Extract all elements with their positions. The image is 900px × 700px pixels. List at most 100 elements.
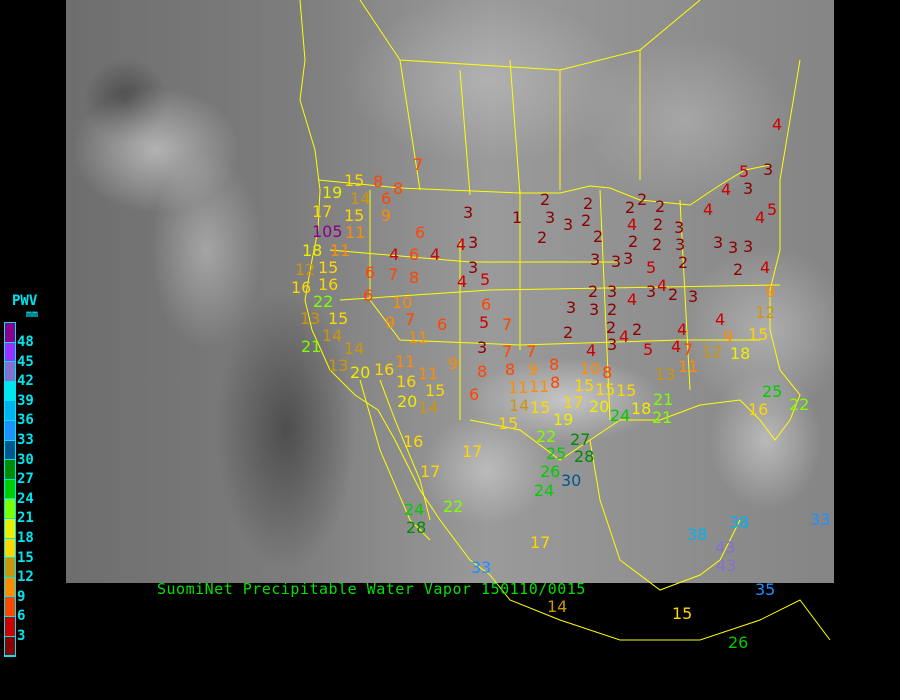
canada-us-border [317,164,771,206]
station-pwv-value: 7 [502,342,513,361]
station-pwv-value: 11 [395,352,416,371]
station-pwv-value: 8 [550,373,561,392]
station-pwv-value: 15 [328,309,349,328]
station-pwv-value: 18 [302,241,323,260]
station-pwv-value: 2 [637,190,648,209]
legend-label: 39 [17,392,34,409]
station-pwv-value: 5 [479,313,490,332]
station-pwv-value: 3 [468,233,479,252]
station-pwv-value: 4 [703,200,714,219]
legend-swatch [5,479,15,500]
baja-coastline [359,379,431,541]
station-pwv-value: 15 [425,381,446,400]
station-pwv-value: 33 [471,558,492,577]
legend-swatch [5,636,15,657]
station-pwv-value: 9 [765,282,776,301]
station-pwv-value: 2 [588,282,599,301]
station-pwv-value: 28 [574,447,595,466]
station-pwv-value: 17 [420,462,441,481]
mexico-gulf-coast [589,439,741,591]
station-pwv-value: 15 [344,171,365,190]
station-pwv-value: 3 [566,298,577,317]
legend-title: PWV [12,293,38,309]
station-pwv-value: 7 [683,340,694,359]
station-pwv-value: 15 [574,376,595,395]
station-pwv-value: 13 [328,356,349,375]
station-pwv-value: 11 [418,364,439,383]
station-pwv-value: 1 [512,208,523,227]
station-pwv-value: 4 [671,337,682,356]
legend-swatch [5,616,15,637]
station-pwv-value: 38 [729,513,750,532]
station-pwv-value: 20 [397,392,418,411]
legend-label: 33 [17,432,34,448]
station-pwv-value: 11 [330,241,351,260]
station-pwv-value: 22 [443,497,464,516]
station-pwv-value: 8 [477,362,488,381]
legend-label: 9 [17,588,26,605]
legend-label: 45 [17,353,34,370]
legend-label: 24 [17,490,34,507]
station-pwv-value: 15 [530,398,551,417]
legend-swatch [5,420,15,441]
station-pwv-value: 8 [505,360,516,379]
station-pwv-value: 15 [498,414,519,433]
legend-unit: mm [26,309,39,320]
station-pwv-value: 19 [322,183,343,202]
station-pwv-value: 14 [350,189,371,208]
station-pwv-value: 14 [322,326,343,345]
station-pwv-value: 4 [456,235,467,254]
station-pwv-value: 3 [589,300,600,319]
legend-swatch [5,323,15,343]
station-pwv-value: 4 [586,341,597,360]
station-pwv-value: 25 [546,444,567,463]
legend-swatch [5,577,15,598]
station-pwv-value: 6 [481,295,492,314]
station-pwv-value: 4 [721,180,732,199]
station-pwv-value: 3 [675,235,686,254]
station-pwv-value: 25 [762,382,783,401]
station-pwv-value: 10 [392,293,413,312]
station-pwv-value: 43 [716,556,737,575]
state-lines [329,59,781,421]
station-pwv-value: 2 [583,194,594,213]
station-pwv-value: 11 [678,357,699,376]
station-pwv-value: 9 [448,354,459,373]
station-pwv-value: 4 [677,320,688,339]
station-pwv-value: 16 [403,432,424,451]
legend-label: 21 [17,510,34,527]
legend-label: 15 [17,549,34,566]
station-pwv-value: 12 [755,303,776,322]
station-pwv-value: 4 [755,208,766,227]
station-pwv-value: 26 [540,462,561,481]
legend-swatch [5,362,15,382]
station-pwv-value: 3 [646,282,657,301]
station-pwv-value: 21 [652,408,673,427]
station-pwv-value: 2 [607,300,618,319]
station-pwv-value: 17 [530,533,551,552]
station-pwv-value: 24 [610,406,631,425]
station-pwv-value: 3 [743,237,754,256]
station-pwv-value: 5 [646,258,657,277]
station-pwv-value: 3 [463,203,474,222]
legend-swatch [5,597,15,617]
station-pwv-value: 15 [672,604,693,623]
station-pwv-value: 22 [313,292,334,311]
station-pwv-value: 3 [607,282,618,301]
legend-swatch [5,518,15,539]
station-pwv-value: 15 [344,206,365,225]
legend-swatch [5,538,15,559]
station-pwv-value: 9 [381,206,392,225]
station-pwv-value: 8 [409,268,420,287]
station-pwv-value: 11 [408,328,429,347]
legend-label: 12 [17,569,34,586]
station-pwv-value: 28 [406,518,427,537]
station-pwv-value: 7 [388,265,399,284]
legend-label: 42 [17,373,34,390]
station-pwv-value: 4 [772,115,783,134]
station-pwv-value: 22 [789,395,810,414]
station-pwv-value: 2 [563,323,574,342]
legend-colorbar [4,322,16,658]
station-pwv-value: 2 [628,232,639,251]
station-pwv-value: 21 [301,337,322,356]
